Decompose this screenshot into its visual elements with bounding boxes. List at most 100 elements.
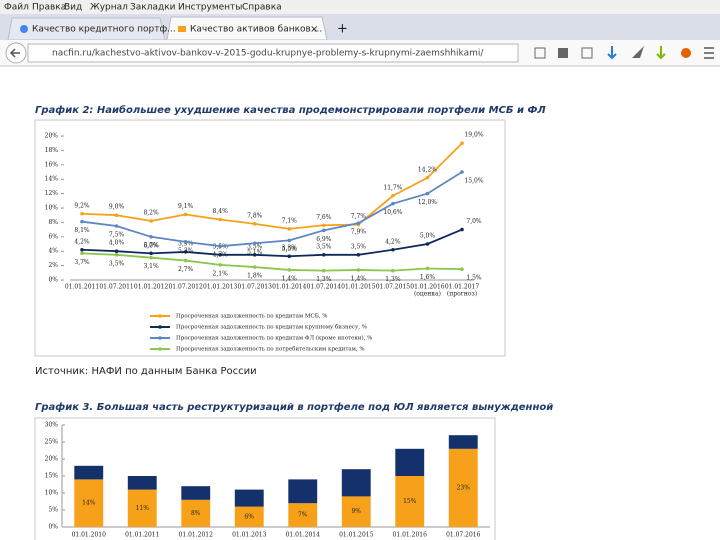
chart-frame xyxy=(34,119,506,357)
value-label: 9,1% xyxy=(178,203,194,210)
bar-segment xyxy=(395,476,425,527)
y-tick-label: 12% xyxy=(45,190,59,197)
menu-icon[interactable] xyxy=(704,47,714,59)
y-tick-label: 8% xyxy=(48,219,58,226)
point xyxy=(322,253,326,257)
point xyxy=(114,213,119,217)
icon[interactable] xyxy=(534,47,546,59)
legend-label: Просроченная задолженность по кредитам М… xyxy=(176,314,328,320)
point xyxy=(218,263,222,267)
point xyxy=(287,227,292,231)
value-label: 8,1% xyxy=(74,227,90,234)
point xyxy=(391,193,395,198)
menu-item[interactable]: Журнал xyxy=(90,3,128,13)
value-label: 1,6% xyxy=(420,274,436,281)
bar-segment xyxy=(127,476,157,490)
menu-item[interactable]: Инструменты xyxy=(178,3,242,13)
point xyxy=(460,170,464,174)
x-tick-label: 01.01.2014 xyxy=(272,284,307,291)
value-label: 5,1% xyxy=(247,249,263,256)
point xyxy=(252,253,257,257)
x-tick-label: 01.01.2010 xyxy=(72,532,107,539)
point xyxy=(114,253,119,257)
bar-segment xyxy=(181,486,211,500)
point xyxy=(80,211,84,216)
point xyxy=(322,228,326,233)
value-label: 1,8% xyxy=(247,273,263,280)
value-label: 3,7% xyxy=(143,242,159,249)
point xyxy=(114,224,119,228)
value-label: 3,5% xyxy=(109,260,125,267)
x-tick-note: (прогноз) xyxy=(447,291,477,298)
y-tick-label: 6% xyxy=(48,233,58,240)
value-label: 4,2% xyxy=(74,238,90,245)
point xyxy=(322,223,326,228)
value-label: 9% xyxy=(351,508,361,515)
value-label: 4,0% xyxy=(109,240,125,247)
heading: График 3. Большая часть реструктуризаций… xyxy=(35,401,553,413)
menu-item[interactable]: Справка xyxy=(242,3,282,13)
menu-item[interactable]: Правка xyxy=(32,3,66,13)
menu-bar xyxy=(0,0,720,14)
icon[interactable] xyxy=(656,46,666,60)
point xyxy=(425,175,430,180)
value-label: 3,5% xyxy=(351,243,367,250)
value-label: 6% xyxy=(244,513,254,520)
point xyxy=(218,253,222,257)
series-line xyxy=(81,171,463,248)
x-tick-label: 01.01.2011 xyxy=(125,532,159,539)
point xyxy=(356,253,361,257)
value-label: 1,5% xyxy=(466,275,482,282)
point xyxy=(80,247,84,252)
bar-segment xyxy=(234,506,264,527)
y-tick-label: 16% xyxy=(45,161,59,168)
icon[interactable] xyxy=(681,48,691,58)
menu-item[interactable]: Закладки xyxy=(130,3,176,13)
x-tick-note: (оценка) xyxy=(414,291,441,298)
legend-label: Просроченная задолженность по кредитам Ф… xyxy=(176,335,372,342)
x-tick-label: 01.07.2016 xyxy=(446,532,481,539)
tab-title: Качество кредитного портф... xyxy=(32,25,176,35)
y-tick-label: 0% xyxy=(48,277,58,284)
value-label: 8% xyxy=(191,510,201,517)
bar-segment xyxy=(341,469,371,497)
bar-segment xyxy=(288,503,318,527)
bar-segment xyxy=(74,465,104,480)
icon[interactable] xyxy=(632,46,644,58)
value-label: 3,1% xyxy=(143,263,159,270)
value-label: 6,9% xyxy=(316,236,332,243)
x-tick-label: 01.01.2017 xyxy=(445,284,480,291)
value-label: 23% xyxy=(457,484,471,491)
bar-segment xyxy=(181,499,211,527)
value-label: 7,1% xyxy=(282,217,298,224)
icon[interactable] xyxy=(558,48,568,58)
point xyxy=(356,268,361,272)
legend-marker xyxy=(158,347,162,351)
menu-item[interactable]: Вид xyxy=(64,3,82,13)
value-label: 7,9% xyxy=(351,229,367,236)
value-label: 11,7% xyxy=(383,184,402,191)
bar-segment xyxy=(288,479,318,504)
point xyxy=(287,238,292,243)
x-tick-label: 01.07.2014 xyxy=(307,284,342,291)
value-label: 9,2% xyxy=(74,202,90,209)
icon[interactable] xyxy=(581,47,593,59)
icon[interactable] xyxy=(607,46,617,60)
point xyxy=(114,249,119,253)
value-label: 1,4% xyxy=(282,275,298,282)
url-field[interactable] xyxy=(27,43,519,63)
menu-item[interactable]: Файл xyxy=(4,3,29,13)
bar-segment xyxy=(448,448,478,527)
value-label: 6,0% xyxy=(143,242,159,249)
y-tick-label: 20% xyxy=(45,456,59,463)
tab-close[interactable]: × xyxy=(310,24,318,35)
point xyxy=(149,255,153,260)
x-tick-label: 01.07.2015 xyxy=(376,284,411,291)
x-tick-label: 01.07.2011 xyxy=(99,284,133,291)
bar-segment xyxy=(234,489,264,507)
point xyxy=(391,201,395,206)
y-tick-label: 25% xyxy=(45,439,59,446)
value-label: 8,4% xyxy=(213,208,229,215)
value-label: 15,0% xyxy=(464,178,483,185)
new-tab[interactable]: + xyxy=(337,22,348,37)
